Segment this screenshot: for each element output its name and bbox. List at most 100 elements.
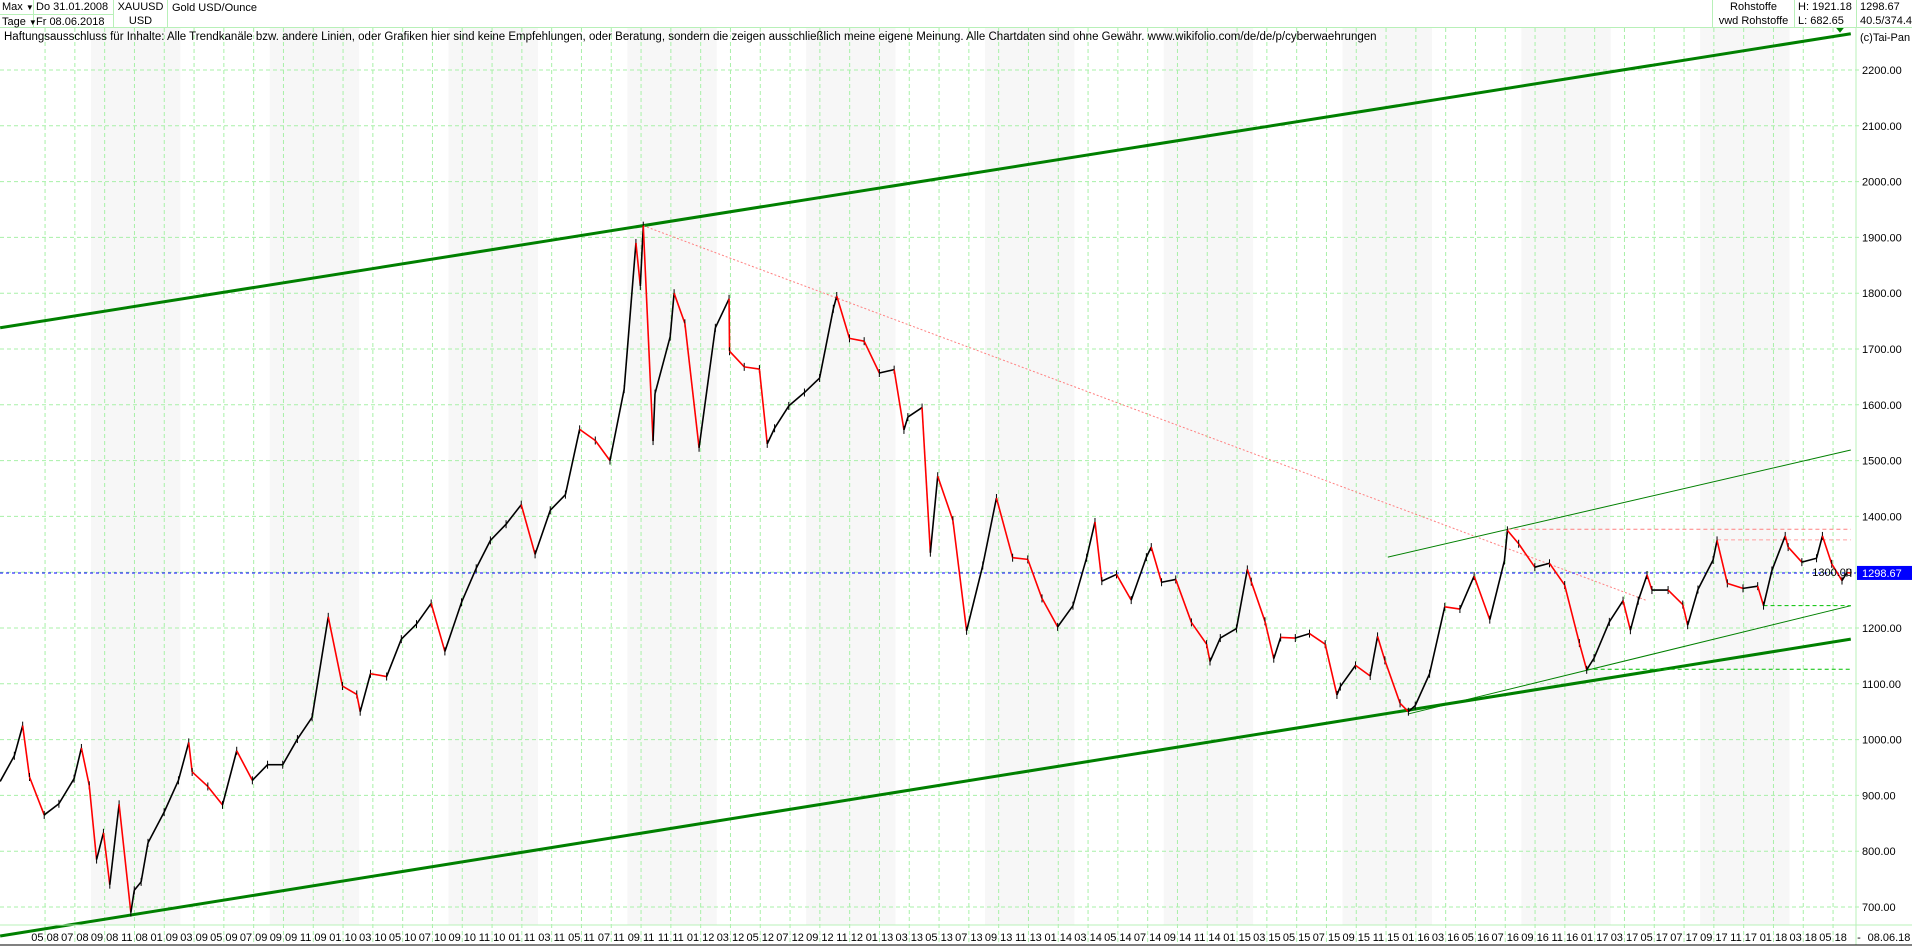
price-segment — [1399, 702, 1409, 713]
price-segment — [311, 616, 330, 718]
price-segment — [921, 407, 932, 553]
arrow-icon — [1836, 27, 1844, 33]
x-tick-label: 05 11 — [568, 932, 595, 944]
price-segment — [714, 298, 730, 329]
price-segment — [282, 738, 299, 766]
source-cell: Rohstoffe vwd Rohstoffe — [1712, 0, 1795, 28]
price-segment — [1593, 621, 1611, 659]
x-tick-label: 07 13 — [955, 932, 983, 944]
price-segment — [80, 747, 91, 786]
x-tick-label: 11 13 — [1015, 932, 1042, 944]
price-segment — [849, 337, 865, 342]
price-segment — [88, 785, 98, 860]
price-segment — [1667, 589, 1684, 606]
y-tick-label: 1200.00 — [1862, 623, 1902, 635]
price-segment — [1506, 529, 1520, 545]
price-segment — [803, 377, 821, 394]
price-segment — [766, 427, 776, 445]
x-tick-label: 03 11 — [538, 932, 565, 944]
price-segment — [21, 725, 31, 778]
price-segment — [903, 416, 909, 431]
x-tick-label: 01 14 — [1044, 932, 1072, 944]
price-segment — [400, 623, 418, 640]
y-tick-label: 1000.00 — [1862, 735, 1902, 747]
price-segment — [1712, 540, 1718, 561]
high-value: H: 1921.18 — [1798, 1, 1852, 13]
x-tick-label: 07 16 — [1491, 932, 1519, 944]
disclaimer-text: Haftungsausschluss für Inhalte: Alle Tre… — [4, 31, 1377, 43]
x-tick-label: 01 09 — [150, 932, 178, 944]
dropdown-arrow-icon: ▼ — [28, 18, 37, 27]
price-segment — [1174, 579, 1193, 623]
price-segment — [489, 523, 507, 541]
price-segment — [907, 406, 923, 418]
date-to[interactable]: Fr 08.06.2018 — [34, 14, 114, 28]
x-tick-label: 05 08 — [31, 932, 59, 944]
y-tick-label: 1900.00 — [1862, 232, 1902, 244]
period-band — [448, 28, 538, 925]
x-tick-label: 09 09 — [270, 932, 298, 944]
price-segment — [669, 293, 675, 337]
price-segment — [191, 771, 209, 788]
price-segment — [652, 393, 656, 442]
price-segment — [444, 602, 463, 652]
x-tick-label: 05 18 — [1819, 932, 1847, 944]
price-segment — [342, 685, 358, 696]
y-tick-label: 1700.00 — [1862, 344, 1902, 356]
price-segment — [28, 776, 45, 816]
price-segment — [1264, 621, 1275, 659]
price-segment — [863, 340, 881, 374]
x-tick-label: 05 17 — [1640, 932, 1668, 944]
x-tick-label: 03 15 — [1253, 932, 1281, 944]
x-tick-label: 05 16 — [1462, 932, 1490, 944]
price-segment — [1094, 521, 1103, 582]
price-series — [0, 221, 1852, 917]
source-secondary: vwd Rohstoffe — [1718, 15, 1789, 27]
y-tick-label: 2200.00 — [1862, 65, 1902, 77]
x-tick-label: 07 11 — [598, 932, 625, 944]
price-segment — [832, 295, 838, 310]
price-segment — [1101, 573, 1117, 582]
period-band — [269, 28, 360, 925]
price-segment — [1115, 574, 1132, 601]
period-band — [1521, 28, 1611, 925]
price-segment — [594, 440, 611, 462]
symbol: XAUUSD — [117, 1, 164, 13]
copyright: (c)Tai-Pan — [1860, 32, 1911, 44]
x-tick-label: 03 13 — [895, 932, 923, 944]
price-segment — [1280, 636, 1296, 639]
y-tick-label: 2000.00 — [1862, 177, 1902, 189]
price-segment — [835, 295, 851, 339]
price-segment — [1518, 543, 1536, 568]
x-tick-label: 09 13 — [985, 932, 1013, 944]
price-segment — [1841, 572, 1848, 581]
date-from[interactable]: Do 31.01.2008 — [34, 0, 114, 14]
price-segment — [430, 603, 446, 652]
price-segment — [1190, 621, 1208, 645]
x-tick-label: 11 10 — [479, 932, 506, 944]
price-segment — [130, 890, 136, 913]
x-tick-label: 05 13 — [925, 932, 953, 944]
price-segment — [1130, 556, 1148, 601]
price-segment — [758, 369, 769, 444]
price-segment — [995, 497, 1014, 558]
price-segment — [1686, 589, 1699, 626]
period-select[interactable]: Tage ▼ — [0, 14, 37, 28]
price-segment — [1407, 704, 1416, 713]
trend-line-channel-lower — [0, 637, 1852, 938]
price-segment — [1161, 578, 1176, 584]
range-select[interactable]: Max ▼ — [0, 0, 34, 15]
price-segment — [981, 497, 998, 566]
price-segment — [698, 327, 717, 448]
x-axis: 05 08 07 08 09 08 11 08 01 09 03 09 05 09 07 09… — [0, 924, 1912, 946]
price-segment — [1376, 636, 1386, 661]
price-segment — [187, 742, 193, 773]
period-band — [1342, 28, 1432, 925]
price-segment — [95, 832, 105, 860]
x-tick-label: 01 13 — [866, 932, 894, 944]
price-segment — [1056, 605, 1074, 628]
x-tick-label: 09 14 — [1164, 932, 1192, 944]
price-segment — [642, 225, 654, 442]
price-segment — [1473, 575, 1491, 620]
